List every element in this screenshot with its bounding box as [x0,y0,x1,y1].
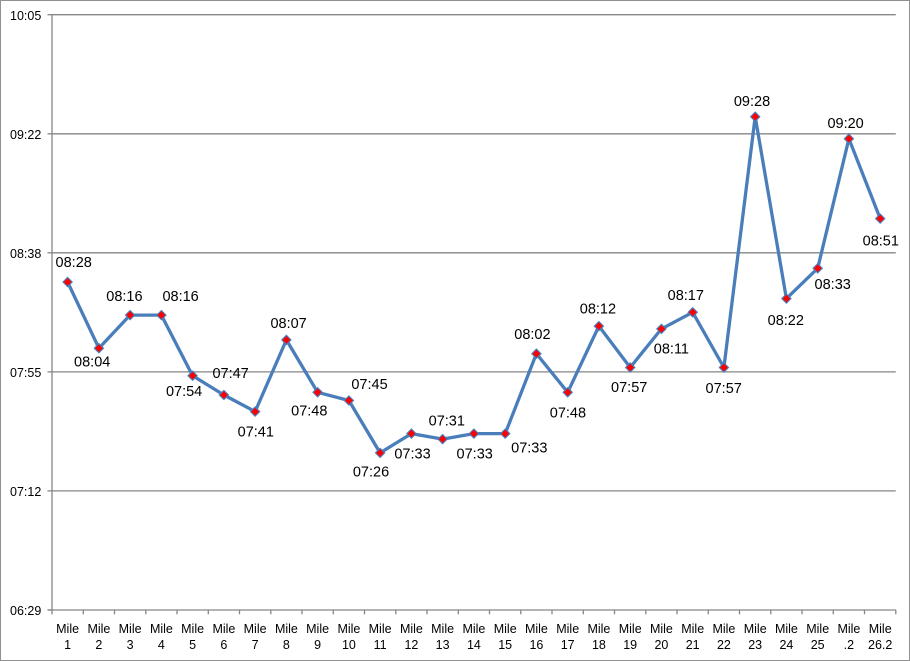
svg-text:22: 22 [717,638,731,652]
svg-text:23: 23 [748,638,762,652]
svg-text:Mile: Mile [431,622,454,636]
svg-text:3: 3 [127,638,134,652]
svg-text:6: 6 [220,638,227,652]
svg-text:07:41: 07:41 [238,424,274,440]
svg-text:07:33: 07:33 [511,441,547,457]
svg-text:07:54: 07:54 [166,384,202,400]
svg-text:8: 8 [283,638,290,652]
svg-text:Mile: Mile [494,622,517,636]
svg-text:08:22: 08:22 [768,313,804,329]
svg-text:Mile: Mile [619,622,642,636]
svg-text:06:29: 06:29 [10,604,41,618]
svg-text:11: 11 [374,638,387,652]
svg-text:13: 13 [436,638,450,652]
svg-text:08:16: 08:16 [106,289,142,305]
svg-text:Mile: Mile [681,622,704,636]
svg-text:Mile: Mile [119,622,142,636]
svg-text:2: 2 [95,638,102,652]
svg-text:26.2: 26.2 [868,638,892,652]
svg-text:Mile: Mile [806,622,829,636]
svg-text:Mile: Mile [56,622,79,636]
svg-text:14: 14 [467,638,481,652]
svg-text:Mile: Mile [744,622,767,636]
svg-text:Mile: Mile [275,622,298,636]
svg-text:Mile: Mile [869,622,892,636]
svg-text:07:31: 07:31 [429,413,465,429]
svg-text:Mile: Mile [587,622,610,636]
svg-text:08:11: 08:11 [654,342,689,358]
svg-text:08:28: 08:28 [56,255,92,271]
svg-text:07:55: 07:55 [10,366,41,380]
svg-text:19: 19 [623,638,637,652]
svg-text:Mile: Mile [525,622,548,636]
svg-text:07:45: 07:45 [351,377,387,393]
svg-text:10:05: 10:05 [10,9,41,23]
svg-text:07:33: 07:33 [394,447,430,463]
svg-text:20: 20 [654,638,668,652]
svg-text:Mile: Mile [837,622,860,636]
svg-text:08:07: 08:07 [270,316,306,332]
svg-text:07:33: 07:33 [457,447,493,463]
svg-text:18: 18 [592,638,606,652]
svg-text:5: 5 [189,638,196,652]
svg-text:17: 17 [561,638,575,652]
svg-text:08:12: 08:12 [580,302,616,318]
svg-text:Mile: Mile [212,622,235,636]
svg-text:15: 15 [498,638,512,652]
svg-text:07:48: 07:48 [550,406,586,422]
svg-text:Mile: Mile [462,622,485,636]
svg-text:07:48: 07:48 [291,404,327,420]
svg-text:Mile: Mile [369,622,392,636]
svg-text:07:26: 07:26 [353,464,389,480]
svg-text:Mile: Mile [400,622,423,636]
svg-text:25: 25 [811,638,825,652]
svg-text:9: 9 [314,638,321,652]
svg-text:08:51: 08:51 [863,234,899,250]
svg-text:Mile: Mile [244,622,267,636]
svg-text:Mile: Mile [556,622,579,636]
svg-text:09:20: 09:20 [827,116,863,132]
svg-text:10: 10 [342,638,356,652]
svg-text:07:57: 07:57 [611,380,647,396]
svg-text:07:47: 07:47 [212,366,248,382]
svg-text:Mile: Mile [650,622,673,636]
svg-text:Mile: Mile [181,622,204,636]
svg-text:08:02: 08:02 [514,327,550,343]
svg-text:09:22: 09:22 [10,128,41,142]
svg-text:08:16: 08:16 [162,289,198,305]
svg-text:07:12: 07:12 [10,485,41,499]
svg-text:16: 16 [529,638,543,652]
svg-text:Mile: Mile [87,622,110,636]
svg-text:1: 1 [64,638,71,652]
svg-text:12: 12 [404,638,418,652]
svg-text:08:33: 08:33 [815,277,851,293]
svg-text:21: 21 [686,638,700,652]
svg-text:08:17: 08:17 [668,288,704,304]
svg-text:Mile: Mile [775,622,798,636]
svg-text:09:28: 09:28 [734,94,770,110]
svg-text:4: 4 [158,638,165,652]
svg-text:.2: .2 [844,638,854,652]
svg-text:Mile: Mile [150,622,173,636]
svg-text:7: 7 [252,638,259,652]
svg-text:08:38: 08:38 [10,247,41,261]
svg-text:24: 24 [779,638,793,652]
svg-text:07:57: 07:57 [706,381,742,397]
svg-text:08:04: 08:04 [74,354,110,370]
svg-text:Mile: Mile [306,622,329,636]
svg-text:Mile: Mile [337,622,360,636]
svg-text:Mile: Mile [712,622,735,636]
